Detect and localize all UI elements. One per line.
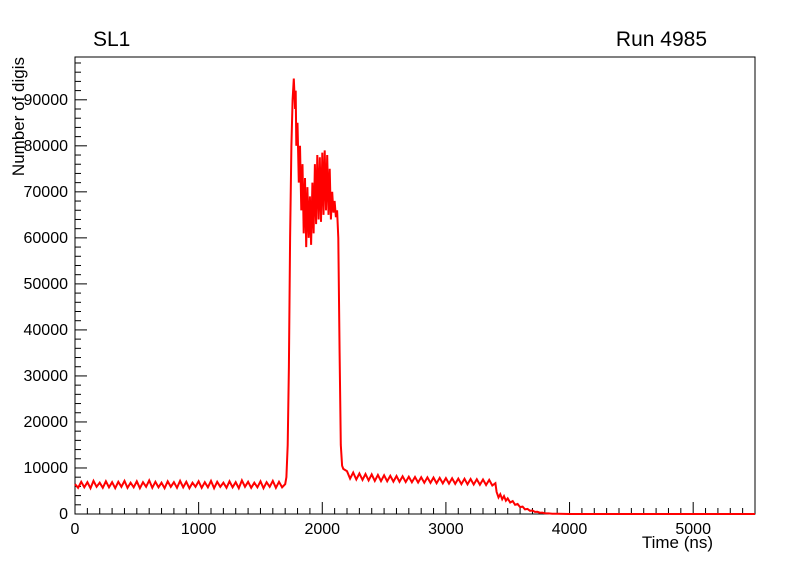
y-tick-label: 80000 (24, 138, 69, 155)
y-tick-label: 40000 (24, 322, 69, 339)
x-tick-label: 1000 (181, 521, 217, 538)
axis-tick-labels: 0 1000 2000 3000 4000 50000100002000030000400… (24, 92, 712, 538)
x-tick-label: 2000 (304, 521, 340, 538)
y-tick-label: 10000 (24, 460, 69, 477)
histogram-title: SL1 (93, 28, 130, 51)
run-number-label: Run 4985 (616, 28, 707, 51)
plot-frame (74, 56, 756, 515)
y-axis-title: Number of digis (9, 57, 28, 176)
x-tick-label: 5000 (675, 521, 711, 538)
y-tick-label: 0 (59, 506, 68, 523)
axis-ticks (74, 62, 756, 515)
x-tick-label: 3000 (428, 521, 464, 538)
x-tick-label: 0 (71, 521, 80, 538)
y-tick-label: 30000 (24, 368, 69, 385)
y-tick-label: 20000 (24, 414, 69, 431)
data-series (74, 78, 755, 515)
y-tick-label: 90000 (24, 92, 69, 109)
x-axis-title: Time (ns) (642, 533, 713, 552)
y-tick-label: 60000 (24, 230, 69, 247)
y-tick-label: 50000 (24, 276, 69, 293)
x-tick-label: 4000 (552, 521, 588, 538)
y-tick-label: 70000 (24, 184, 69, 201)
